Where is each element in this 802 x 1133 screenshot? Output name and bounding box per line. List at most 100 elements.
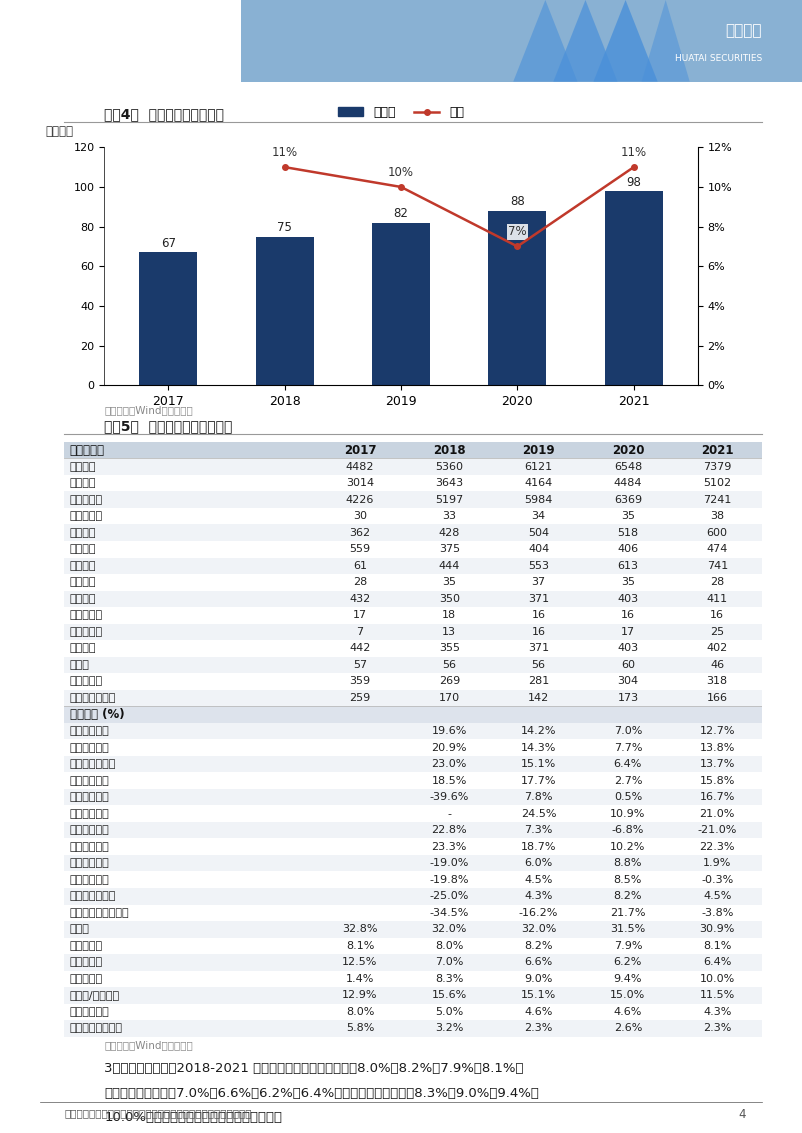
Text: 166: 166 <box>707 693 727 702</box>
Text: 16: 16 <box>532 611 545 621</box>
Text: 60: 60 <box>621 659 635 670</box>
Text: （万人）: （万人） <box>45 125 73 138</box>
Text: 553: 553 <box>529 561 549 571</box>
Text: 10.0%: 10.0% <box>699 974 735 983</box>
Text: 8.1%: 8.1% <box>346 940 375 951</box>
Text: 19.6%: 19.6% <box>431 726 467 736</box>
Text: 362: 362 <box>350 528 371 538</box>
Text: 10.9%: 10.9% <box>610 809 646 819</box>
Text: 资料来源：Wind、华泰研究: 资料来源：Wind、华泰研究 <box>104 1040 193 1050</box>
Bar <box>64 508 762 525</box>
Bar <box>64 657 762 673</box>
Text: 11.5%: 11.5% <box>699 990 735 1000</box>
Text: -0.3%: -0.3% <box>701 875 733 885</box>
Text: 318: 318 <box>707 676 727 687</box>
Bar <box>64 540 762 557</box>
Bar <box>64 904 762 921</box>
Text: 5102: 5102 <box>703 478 731 488</box>
Text: 613: 613 <box>618 561 638 571</box>
Text: 营业总成本: 营业总成本 <box>70 495 103 504</box>
Text: 6.4%: 6.4% <box>703 957 731 968</box>
Text: 5360: 5360 <box>435 461 464 471</box>
Text: 研发费用: 研发费用 <box>70 561 96 571</box>
Text: 2017: 2017 <box>344 444 376 457</box>
Text: 管理费用率: 管理费用率 <box>70 957 103 968</box>
Text: 16: 16 <box>621 611 635 621</box>
Bar <box>140 253 197 385</box>
Text: -16.2%: -16.2% <box>519 908 558 918</box>
Text: 10.0%，研发费用投入呈现明显的上升趋势。: 10.0%，研发费用投入呈现明显的上升趋势。 <box>104 1111 282 1124</box>
Text: 6.4%: 6.4% <box>614 759 642 769</box>
Text: 15.0%: 15.0% <box>610 990 646 1000</box>
Bar <box>64 673 762 690</box>
Bar <box>64 954 762 971</box>
Bar <box>372 222 430 385</box>
Text: HUATAI SECURITIES: HUATAI SECURITIES <box>674 54 762 63</box>
Text: 17: 17 <box>353 611 367 621</box>
Bar <box>64 806 762 821</box>
Text: 6.0%: 6.0% <box>525 858 553 868</box>
Text: 12.9%: 12.9% <box>342 990 378 1000</box>
Text: 归母净利润率: 归母净利润率 <box>70 1007 110 1017</box>
Text: 6.2%: 6.2% <box>614 957 642 968</box>
Bar <box>64 706 762 723</box>
Text: 毛利率: 毛利率 <box>70 925 90 935</box>
Text: 管理费用增速: 管理费用增速 <box>70 792 110 802</box>
Text: 25: 25 <box>711 627 724 637</box>
Text: 18.5%: 18.5% <box>431 776 467 785</box>
Polygon shape <box>553 0 618 82</box>
Text: 2.7%: 2.7% <box>614 776 642 785</box>
Text: 37: 37 <box>532 578 545 587</box>
Text: 10%: 10% <box>388 167 414 179</box>
Text: 2019: 2019 <box>522 444 555 457</box>
Text: 17: 17 <box>621 627 635 637</box>
Text: 7.0%: 7.0% <box>614 726 642 736</box>
Text: 16.7%: 16.7% <box>699 792 735 802</box>
Bar <box>488 211 546 385</box>
Text: 利润总额: 利润总额 <box>70 644 96 654</box>
Text: 6121: 6121 <box>525 461 553 471</box>
Text: 32.0%: 32.0% <box>431 925 467 935</box>
Text: 1.9%: 1.9% <box>703 858 731 868</box>
Text: 研发费用增速: 研发费用增速 <box>70 809 110 819</box>
Bar <box>605 190 662 385</box>
Text: 营业成本: 营业成本 <box>70 478 96 488</box>
Text: 12.7%: 12.7% <box>699 726 735 736</box>
Bar <box>64 475 762 492</box>
Text: 22.3%: 22.3% <box>699 842 735 852</box>
Text: 营业外支出: 营业外支出 <box>70 627 103 637</box>
Text: 归母净利润: 归母净利润 <box>70 676 103 687</box>
Text: 管理费用率分别为：7.0%、6.6%、6.2%、6.4%，研发费用率分别为：8.3%、9.0%、9.4%、: 管理费用率分别为：7.0%、6.6%、6.2%、6.4%，研发费用率分别为：8.… <box>104 1087 539 1099</box>
Text: 营业外收入: 营业外收入 <box>70 611 103 621</box>
Text: 14.3%: 14.3% <box>521 742 557 752</box>
Text: 17.7%: 17.7% <box>520 776 557 785</box>
Text: 营业成本增速: 营业成本增速 <box>70 742 110 752</box>
Text: 444: 444 <box>439 561 460 571</box>
Text: -: - <box>448 809 452 819</box>
Text: 4.3%: 4.3% <box>525 892 553 901</box>
Text: 6548: 6548 <box>614 461 642 471</box>
Text: 15.1%: 15.1% <box>521 759 557 769</box>
Text: 170: 170 <box>439 693 460 702</box>
Bar <box>64 640 762 657</box>
Text: 13.8%: 13.8% <box>699 742 735 752</box>
Polygon shape <box>642 0 690 82</box>
Legend: 员工数, 同比: 员工数, 同比 <box>333 101 469 125</box>
Text: 财务费用增速: 财务费用增速 <box>70 825 110 835</box>
Text: 741: 741 <box>707 561 728 571</box>
Text: 75: 75 <box>277 221 292 235</box>
Text: 2.3%: 2.3% <box>525 1023 553 1033</box>
Text: 9.4%: 9.4% <box>614 974 642 983</box>
Text: 13: 13 <box>443 627 456 637</box>
Text: 4484: 4484 <box>614 478 642 488</box>
Bar <box>64 1004 762 1020</box>
Text: 8.2%: 8.2% <box>525 940 553 951</box>
Text: 4.3%: 4.3% <box>703 1007 731 1017</box>
Text: 11%: 11% <box>621 146 646 159</box>
Text: 2021: 2021 <box>701 444 734 457</box>
Text: 474: 474 <box>707 544 728 554</box>
Text: 375: 375 <box>439 544 460 554</box>
Text: 82: 82 <box>394 207 408 220</box>
Bar <box>64 723 762 739</box>
Text: 7241: 7241 <box>703 495 731 504</box>
